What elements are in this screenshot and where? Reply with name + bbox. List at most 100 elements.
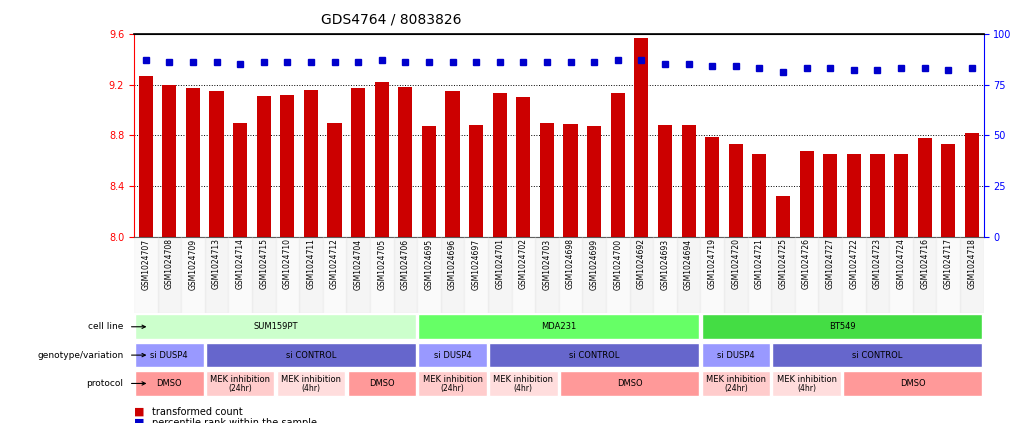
Text: MEK inhibition: MEK inhibition <box>493 375 553 384</box>
Bar <box>771 237 795 313</box>
Bar <box>299 237 322 313</box>
Bar <box>658 125 672 237</box>
Bar <box>139 76 152 237</box>
Bar <box>516 97 530 237</box>
Text: (4hr): (4hr) <box>797 385 816 393</box>
Text: cell line: cell line <box>89 322 124 331</box>
Bar <box>185 88 200 237</box>
Text: MEK inhibition: MEK inhibition <box>210 375 270 384</box>
Text: GSM1024713: GSM1024713 <box>212 239 221 289</box>
Text: GSM1024723: GSM1024723 <box>873 239 882 289</box>
Bar <box>540 123 554 237</box>
Text: GSM1024716: GSM1024716 <box>920 239 929 289</box>
Bar <box>370 237 393 313</box>
Bar <box>936 237 960 313</box>
Bar <box>465 237 488 313</box>
Text: GSM1024708: GSM1024708 <box>165 239 174 289</box>
Text: GSM1024694: GSM1024694 <box>684 239 693 289</box>
Text: protocol: protocol <box>87 379 124 388</box>
Bar <box>158 237 181 313</box>
Bar <box>181 237 205 313</box>
Bar <box>304 90 318 237</box>
Bar <box>587 126 602 237</box>
FancyBboxPatch shape <box>206 343 416 368</box>
Text: si CONTROL: si CONTROL <box>569 351 619 360</box>
Bar <box>328 123 342 237</box>
Bar <box>399 87 412 237</box>
FancyBboxPatch shape <box>418 314 699 339</box>
FancyBboxPatch shape <box>844 371 983 396</box>
Text: si CONTROL: si CONTROL <box>285 351 336 360</box>
Bar <box>776 196 790 237</box>
Bar <box>819 237 842 313</box>
Text: MEK inhibition: MEK inhibition <box>777 375 836 384</box>
Bar <box>441 237 465 313</box>
Text: GSM1024712: GSM1024712 <box>330 239 339 289</box>
Bar <box>606 237 629 313</box>
Text: GSM1024701: GSM1024701 <box>495 239 505 289</box>
Text: GSM1024721: GSM1024721 <box>755 239 764 289</box>
Bar <box>894 154 908 237</box>
Text: si DUSP4: si DUSP4 <box>434 351 472 360</box>
Text: GSM1024720: GSM1024720 <box>731 239 741 289</box>
Bar <box>469 125 483 237</box>
Bar <box>351 88 366 237</box>
Bar <box>629 237 653 313</box>
Bar <box>870 154 885 237</box>
Text: GSM1024696: GSM1024696 <box>448 239 457 289</box>
FancyBboxPatch shape <box>701 314 983 339</box>
Bar <box>422 126 436 237</box>
Text: (4hr): (4hr) <box>514 385 533 393</box>
Text: GSM1024715: GSM1024715 <box>260 239 268 289</box>
Text: transformed count: transformed count <box>152 407 243 417</box>
Bar <box>823 154 837 237</box>
Text: GSM1024711: GSM1024711 <box>307 239 315 289</box>
Bar <box>706 137 719 237</box>
Bar <box>375 82 388 237</box>
FancyBboxPatch shape <box>206 371 274 396</box>
Bar <box>563 124 578 237</box>
Text: GSM1024697: GSM1024697 <box>472 239 481 289</box>
FancyBboxPatch shape <box>701 371 770 396</box>
Bar <box>724 237 748 313</box>
Text: si CONTROL: si CONTROL <box>852 351 902 360</box>
Bar <box>280 95 295 237</box>
Text: GSM1024699: GSM1024699 <box>590 239 598 289</box>
Bar <box>488 237 512 313</box>
FancyBboxPatch shape <box>135 371 204 396</box>
FancyBboxPatch shape <box>489 371 557 396</box>
Text: DMSO: DMSO <box>617 379 643 388</box>
FancyBboxPatch shape <box>772 371 840 396</box>
Text: GSM1024693: GSM1024693 <box>660 239 670 289</box>
Text: GSM1024707: GSM1024707 <box>141 239 150 289</box>
Bar <box>582 237 606 313</box>
Bar <box>634 38 649 237</box>
Text: MEK inhibition: MEK inhibition <box>281 375 341 384</box>
Text: GSM1024725: GSM1024725 <box>779 239 788 289</box>
Text: GSM1024717: GSM1024717 <box>943 239 953 289</box>
Bar <box>346 237 370 313</box>
Bar <box>163 85 176 237</box>
Text: ■: ■ <box>134 407 144 417</box>
Text: GSM1024700: GSM1024700 <box>613 239 622 289</box>
Text: MEK inhibition: MEK inhibition <box>422 375 483 384</box>
Bar <box>558 237 582 313</box>
Bar <box>795 237 819 313</box>
Bar <box>677 237 700 313</box>
Bar <box>941 144 956 237</box>
Text: GSM1024709: GSM1024709 <box>188 239 198 289</box>
Text: DMSO: DMSO <box>900 379 926 388</box>
Text: (24hr): (24hr) <box>441 385 465 393</box>
Bar <box>965 133 978 237</box>
Text: SUM159PT: SUM159PT <box>253 322 298 331</box>
Bar <box>913 237 936 313</box>
Text: si DUSP4: si DUSP4 <box>150 351 188 360</box>
Text: GSM1024726: GSM1024726 <box>802 239 811 289</box>
Bar <box>209 91 224 237</box>
Bar <box>536 237 558 313</box>
Bar <box>322 237 346 313</box>
Bar <box>393 237 417 313</box>
Text: GSM1024702: GSM1024702 <box>519 239 527 289</box>
Text: BT549: BT549 <box>829 322 855 331</box>
Bar <box>865 237 889 313</box>
